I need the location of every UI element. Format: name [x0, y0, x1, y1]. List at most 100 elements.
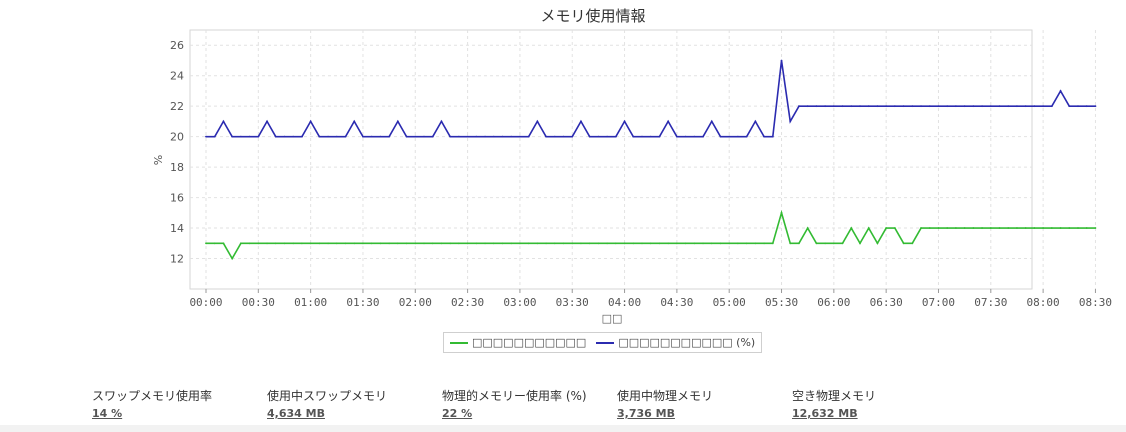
data-point	[527, 135, 530, 138]
stat-value-link[interactable]: 3,736 MB	[617, 407, 675, 420]
data-point	[902, 105, 905, 108]
stat-label: 使用中スワップメモリ	[267, 389, 388, 403]
data-point	[911, 242, 914, 245]
x-tick-label: 03:00	[503, 296, 536, 309]
data-point	[719, 135, 722, 138]
data-point	[431, 242, 434, 245]
x-tick-label: 07:00	[922, 296, 955, 309]
x-tick-label: 06:00	[817, 296, 850, 309]
x-tick-label: 08:30	[1079, 296, 1112, 309]
data-point	[885, 105, 888, 108]
data-point	[501, 135, 504, 138]
data-point	[789, 120, 792, 123]
data-point	[362, 242, 364, 245]
data-point	[527, 242, 530, 245]
data-point	[283, 135, 286, 138]
data-point	[492, 242, 495, 245]
data-point	[641, 135, 643, 138]
data-point	[327, 135, 329, 138]
x-tick-label: 05:00	[713, 296, 746, 309]
data-point	[702, 242, 704, 245]
stat-value-link[interactable]: 12,632 MB	[792, 407, 858, 420]
data-point	[292, 135, 295, 138]
x-tick-label: 06:30	[870, 296, 903, 309]
data-point	[737, 242, 739, 245]
data-point	[955, 227, 957, 229]
data-point	[1077, 105, 1079, 108]
data-point	[684, 242, 687, 245]
series-line-1	[206, 60, 1096, 138]
x-tick-label: 04:00	[608, 296, 641, 309]
data-point	[466, 135, 469, 138]
data-point	[859, 105, 861, 108]
stat-value-link[interactable]: 4,634 MB	[267, 407, 325, 420]
data-point	[213, 242, 216, 245]
data-point	[362, 135, 364, 138]
data-point	[1085, 227, 1088, 229]
data-point	[388, 242, 391, 245]
data-point	[920, 105, 922, 108]
data-point	[501, 242, 504, 245]
x-tick-label: 00:30	[242, 296, 275, 309]
data-point	[710, 120, 713, 123]
x-axis-label: □□	[602, 312, 623, 325]
stat-value-link[interactable]: 22 %	[442, 407, 473, 420]
data-point	[379, 135, 382, 138]
data-point	[876, 242, 879, 245]
data-point	[536, 242, 539, 245]
data-point	[1033, 227, 1036, 229]
data-point	[588, 242, 591, 245]
data-point	[440, 120, 443, 123]
data-point	[545, 135, 547, 138]
y-tick-label: 20	[170, 131, 184, 144]
legend-item-swap[interactable]: □□□□□□□□□□□	[450, 336, 586, 349]
data-point	[1024, 227, 1027, 229]
data-point	[719, 242, 722, 245]
data-point	[484, 242, 486, 245]
data-point	[1042, 105, 1045, 108]
chart-legend: □□□□□□□□□□□ □□□□□□□□□□□ (%)	[443, 332, 763, 353]
legend-item-physical[interactable]: □□□□□□□□□□□ (%)	[596, 336, 755, 349]
data-point	[606, 242, 609, 245]
legend-label-physical: □□□□□□□□□□□ (%)	[618, 336, 756, 349]
y-tick-label: 12	[170, 253, 184, 266]
data-point	[1016, 227, 1018, 229]
data-point	[998, 227, 1001, 229]
data-point	[946, 105, 949, 108]
stat-value-link[interactable]: 14 %	[92, 407, 123, 420]
data-point	[301, 242, 303, 245]
data-point	[440, 242, 443, 245]
data-point	[257, 242, 260, 245]
data-point	[763, 242, 765, 245]
data-point	[475, 135, 478, 138]
y-tick-label: 18	[170, 161, 184, 174]
data-point	[658, 242, 661, 245]
data-point	[1068, 227, 1071, 229]
data-point	[257, 135, 260, 138]
data-point	[344, 242, 347, 245]
data-point	[893, 105, 896, 108]
data-point	[1042, 227, 1045, 229]
data-point	[789, 242, 792, 245]
data-point	[449, 242, 452, 245]
data-point	[396, 120, 399, 123]
data-point	[510, 242, 513, 245]
data-point	[553, 242, 556, 245]
data-point	[466, 242, 469, 245]
data-point	[1007, 105, 1010, 108]
data-point	[867, 227, 870, 229]
data-point	[519, 242, 521, 245]
data-point	[222, 242, 225, 245]
y-tick-label: 16	[170, 192, 184, 205]
data-point	[205, 135, 207, 138]
data-point	[1050, 105, 1053, 108]
data-point	[667, 120, 670, 123]
data-point	[536, 120, 539, 123]
data-point	[405, 135, 408, 138]
data-point	[623, 242, 626, 245]
y-tick-label: 22	[170, 100, 184, 113]
stat-physical-used: 使用中物理メモリ 3,736 MB	[617, 387, 713, 420]
data-point	[318, 242, 321, 245]
memory-usage-chart: 12 14 16 18 20 22 24 26 00:00 00:30 01:00 01:30 02:0…	[152, 29, 1112, 325]
data-point	[763, 135, 765, 138]
